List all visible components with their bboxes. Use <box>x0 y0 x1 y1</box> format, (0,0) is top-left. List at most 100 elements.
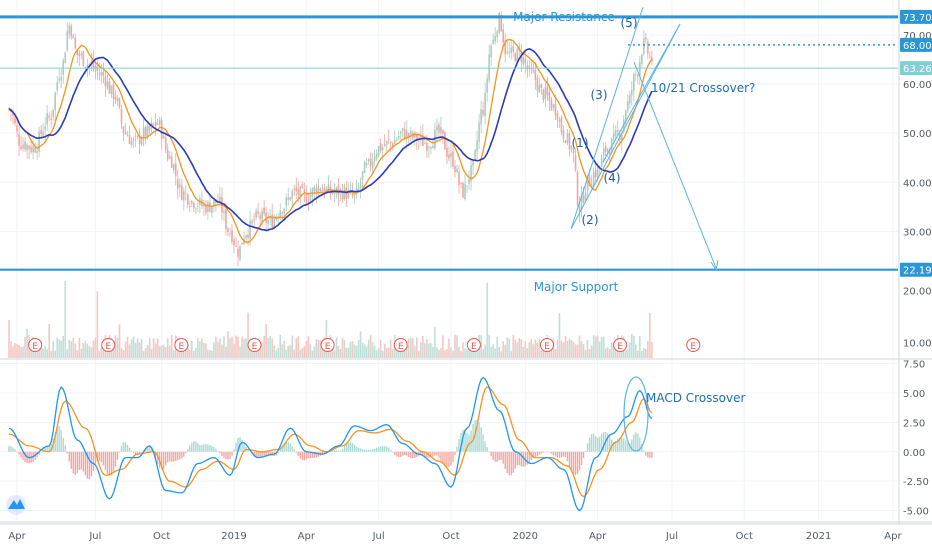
volume-bar <box>275 350 277 358</box>
macd-tick-label: 0.00 <box>903 448 925 459</box>
candle-body <box>148 124 151 130</box>
candle-body <box>100 71 103 76</box>
earnings-marker: E <box>393 338 408 352</box>
candle-body <box>8 108 10 110</box>
candle <box>522 51 525 69</box>
volume-bar <box>448 338 450 358</box>
price-marker: 73.70 <box>900 9 932 24</box>
candle <box>468 170 470 190</box>
candle-body <box>596 167 599 179</box>
histogram-bar <box>88 451 91 480</box>
candle-body <box>319 188 322 191</box>
histogram-bar <box>289 443 291 452</box>
candle-body <box>452 151 454 167</box>
histogram-bar <box>44 447 46 452</box>
histogram-bar <box>24 451 26 462</box>
candle <box>647 38 649 60</box>
volume-bar <box>391 349 394 358</box>
candle <box>172 163 175 174</box>
histogram-bar <box>367 449 370 452</box>
volume-bar <box>126 336 129 358</box>
volume-bar <box>130 339 133 358</box>
candle-body <box>538 85 541 93</box>
volume-bar <box>114 335 117 358</box>
candle <box>391 141 394 151</box>
candle <box>267 211 269 233</box>
volume-bar <box>150 348 153 358</box>
candle-body <box>182 190 185 201</box>
volume-bar <box>170 335 173 358</box>
histogram-bar <box>64 445 66 452</box>
candle-body <box>530 68 533 70</box>
breakdown-arrowhead <box>710 259 719 272</box>
volume-bar <box>102 350 105 358</box>
candle <box>590 174 593 188</box>
price-tick-label: 50.00 <box>903 129 932 140</box>
volume-bar <box>347 347 350 358</box>
volume-bar <box>466 349 468 358</box>
volume-bar <box>120 348 123 358</box>
candle <box>180 178 183 201</box>
histogram-bar <box>307 451 310 459</box>
candle-body <box>432 145 434 149</box>
histogram-bar <box>608 436 611 452</box>
tradingview-logo-icon[interactable] <box>6 495 26 515</box>
histogram-bar <box>112 451 115 473</box>
candle <box>365 157 368 169</box>
candle-body <box>239 245 241 260</box>
volume-bar <box>524 341 527 358</box>
candle <box>643 29 645 56</box>
candle-body <box>34 147 36 153</box>
volume-bar <box>239 346 241 358</box>
candle-body <box>273 218 275 229</box>
price-tick-label: 60.00 <box>903 80 932 91</box>
candle-body <box>363 162 366 174</box>
histogram-bar <box>548 451 551 453</box>
histogram-bar <box>116 451 119 460</box>
volume-bar <box>389 339 392 358</box>
candle <box>178 178 181 198</box>
volume-bar <box>337 345 340 358</box>
histogram-bar <box>106 451 109 475</box>
candle-body <box>291 190 294 199</box>
earnings-marker: E <box>28 338 43 352</box>
time-tick-label: Jul <box>88 531 101 542</box>
candle-body <box>261 210 263 222</box>
price-marker-bg <box>900 37 932 52</box>
candle-body <box>574 155 577 171</box>
candle <box>255 207 257 220</box>
candle-body <box>152 123 155 125</box>
histogram-bar <box>369 449 372 452</box>
volume-bar <box>18 345 20 358</box>
candle <box>197 201 199 213</box>
histogram-bar <box>54 432 56 452</box>
candle <box>48 112 50 122</box>
candle-body <box>207 202 209 212</box>
histogram-bar <box>86 451 89 479</box>
candle-body <box>604 146 607 152</box>
volume-bar <box>138 342 141 358</box>
volume-bar <box>357 340 360 358</box>
volume-bar <box>512 334 515 358</box>
histogram-bar <box>207 444 209 452</box>
candle-body <box>26 144 28 151</box>
candle-body <box>64 52 67 64</box>
volume-bar <box>480 335 482 358</box>
histogram-bar <box>494 451 496 462</box>
candle-body <box>253 219 255 221</box>
candle-body <box>510 47 513 54</box>
volume-bar <box>142 351 145 358</box>
candle-body <box>502 29 505 43</box>
histogram-bar <box>253 451 255 457</box>
candle-body <box>108 81 111 94</box>
price-marker-bg <box>900 262 932 277</box>
candle-body <box>536 78 539 91</box>
histogram-bar <box>299 451 302 459</box>
candle <box>239 245 241 262</box>
histogram-bar <box>333 450 336 452</box>
histogram-bar <box>140 451 143 453</box>
volume-bar <box>92 340 95 358</box>
